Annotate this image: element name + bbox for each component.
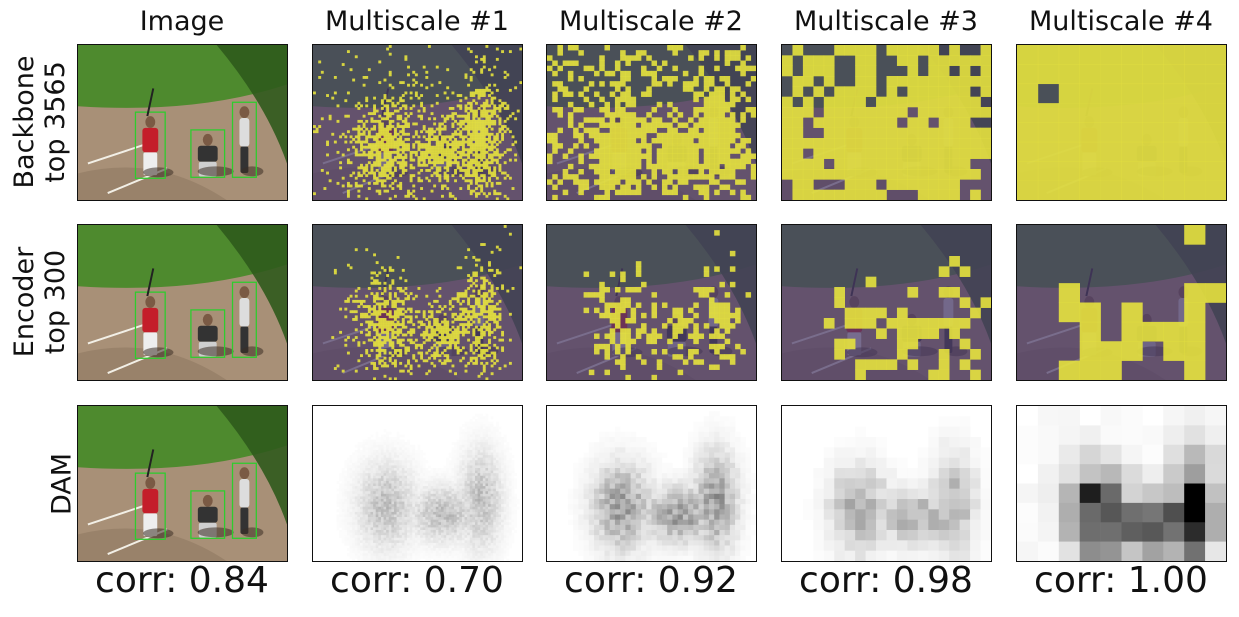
row-label-backbone-line2: top 3565 [40,61,71,183]
column-title-multiscale-2: Multiscale #2 [559,6,743,37]
corr-multiscale-2: corr: 0.92 [564,560,738,601]
corr-multiscale-4: corr: 1.00 [1034,560,1208,601]
corr-multiscale-3: corr: 0.98 [799,560,973,601]
panel-graphic [313,225,522,380]
panel-graphic [547,225,756,380]
column-title-multiscale-3: Multiscale #3 [794,6,978,37]
panel-backbone-multiscale-1 [312,44,523,201]
row-label-encoder: Encoder top 300 [9,222,71,382]
row-label-backbone: Backbone top 3565 [9,42,71,202]
panel-graphic [78,225,287,380]
row-label-backbone-line1: Backbone [9,55,40,189]
panel-graphic [547,406,756,561]
panel-backbone-multiscale-3 [781,44,992,201]
panel-backbone-multiscale-2 [546,44,757,201]
panel-graphic [1017,406,1226,561]
corr-image: corr: 0.84 [95,560,269,601]
panel-graphic [547,45,756,200]
panel-graphic [1017,225,1226,380]
row-label-dam: DAM [47,404,78,564]
panel-backbone-multiscale-4 [1016,44,1227,201]
panel-encoder-multiscale-2 [546,224,757,381]
row-label-encoder-line2: top 300 [40,249,71,355]
panel-graphic [313,45,522,200]
panel-dam-image [77,405,288,562]
panel-graphic [313,406,522,561]
panel-dam-multiscale-1 [312,405,523,562]
panel-dam-multiscale-4 [1016,405,1227,562]
panel-encoder-image [77,224,288,381]
panel-dam-multiscale-3 [781,405,992,562]
panel-encoder-multiscale-1 [312,224,523,381]
row-label-dam-line1: DAM [46,452,78,516]
panel-encoder-multiscale-4 [1016,224,1227,381]
column-title-multiscale-4: Multiscale #4 [1029,6,1213,37]
panel-graphic [78,45,287,200]
corr-multiscale-1: corr: 0.70 [330,560,504,601]
panel-encoder-multiscale-3 [781,224,992,381]
column-title-multiscale-1: Multiscale #1 [325,6,509,37]
panel-graphic [1017,45,1226,200]
panel-graphic [782,45,991,200]
panel-graphic [782,406,991,561]
row-label-encoder-line1: Encoder [9,246,40,358]
panel-graphic [78,406,287,561]
panel-dam-multiscale-2 [546,405,757,562]
column-title-image: Image [139,6,225,37]
panel-graphic [782,225,991,380]
panel-backbone-image [77,44,288,201]
